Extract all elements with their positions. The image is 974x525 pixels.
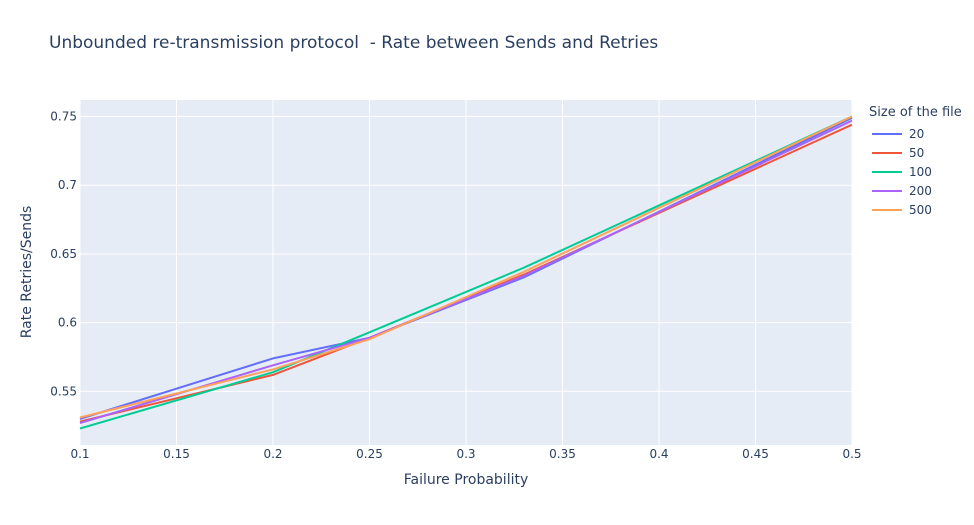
- x-tick-label: 0.3: [456, 447, 475, 461]
- series-line-100[interactable]: [79, 115, 853, 430]
- legend-label: 100: [909, 164, 932, 179]
- legend[interactable]: 20 50 100 200 500: [872, 124, 932, 219]
- legend-label: 200: [909, 183, 932, 198]
- legend-label: 50: [909, 145, 925, 160]
- x-tick-label: 0.25: [356, 447, 383, 461]
- y-tick-label: 0.6: [58, 316, 77, 330]
- x-tick-labels: 0.1 0.15 0.2 0.25 0.3 0.35 0.4 0.45 0.5: [70, 447, 861, 461]
- x-tick-label: 0.35: [549, 447, 576, 461]
- gridlines: [79, 100, 853, 445]
- legend-item-500[interactable]: 500: [872, 200, 932, 219]
- legend-swatch: [872, 132, 902, 135]
- x-tick-label: 0.5: [842, 447, 861, 461]
- legend-swatch: [872, 151, 902, 154]
- x-tick-label: 0.4: [649, 447, 668, 461]
- x-tick-label: 0.45: [742, 447, 769, 461]
- legend-label: 20: [909, 126, 925, 141]
- series-line-500[interactable]: [79, 115, 853, 419]
- legend-swatch: [872, 189, 902, 192]
- legend-item-20[interactable]: 20: [872, 124, 932, 143]
- legend-label: 500: [909, 202, 932, 217]
- legend-swatch: [872, 208, 902, 211]
- x-axis-label: Failure Probability: [403, 472, 529, 488]
- y-axis-label: Rate Retries/Sends: [19, 205, 35, 339]
- series-lines[interactable]: [79, 115, 853, 430]
- y-tick-labels: 0.55 0.6 0.65 0.7 0.75: [50, 109, 77, 398]
- x-tick-label: 0.2: [263, 447, 282, 461]
- legend-item-200[interactable]: 200: [872, 181, 932, 200]
- legend-swatch: [872, 170, 902, 173]
- y-tick-label: 0.75: [50, 109, 77, 123]
- chart-title: Unbounded re-transmission protocol - Rat…: [49, 33, 659, 53]
- y-tick-label: 0.55: [50, 384, 77, 398]
- legend-item-50[interactable]: 50: [872, 143, 932, 162]
- y-tick-label: 0.7: [58, 178, 77, 192]
- legend-item-100[interactable]: 100: [872, 162, 932, 181]
- y-tick-label: 0.65: [50, 247, 77, 261]
- x-tick-label: 0.15: [163, 447, 190, 461]
- legend-title: Size of the file: [869, 105, 962, 120]
- x-tick-label: 0.1: [70, 447, 89, 461]
